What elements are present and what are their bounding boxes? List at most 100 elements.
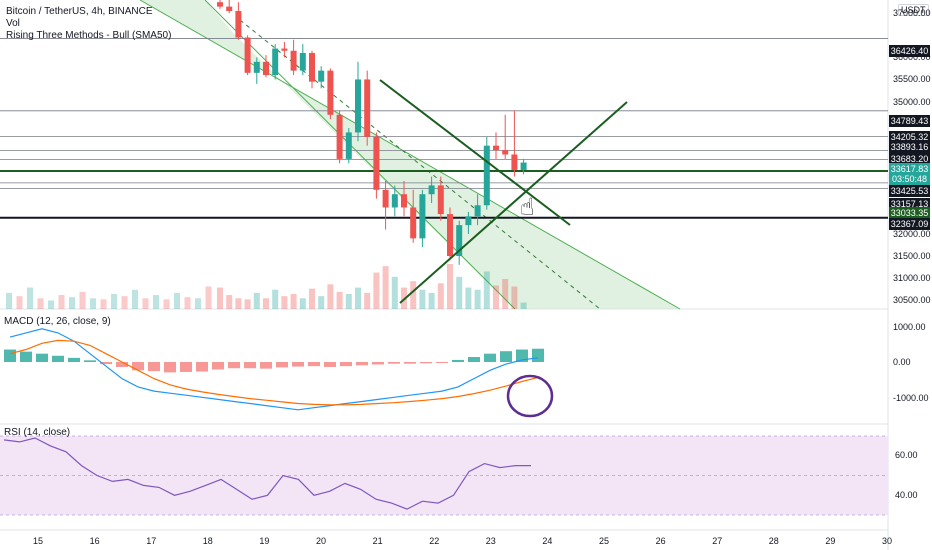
macd-axis-tick: 0.00 (893, 357, 911, 367)
candle-body (318, 70, 325, 82)
time-axis-label: 26 (655, 536, 666, 546)
volume-bar (69, 297, 75, 309)
macd-histogram-bar (500, 351, 512, 362)
macd-histogram-bar (532, 348, 544, 362)
time-axis-label: 27 (712, 536, 723, 546)
candle-body (327, 70, 334, 115)
volume-bar (174, 292, 180, 309)
candle-body (419, 194, 426, 239)
macd-histogram-bar (52, 355, 64, 362)
macd-histogram-bar (276, 362, 288, 368)
rsi-axis-tick: 60.00 (895, 450, 918, 460)
volume-bar (318, 296, 325, 309)
volume-bar (48, 300, 54, 309)
rsi-pane (0, 435, 888, 516)
currency-badge[interactable]: USDT (898, 4, 929, 16)
volume-bar (195, 298, 201, 309)
price-axis-tick: 37000.00 (893, 8, 931, 19)
candle-body (465, 216, 472, 226)
volume-bar (235, 298, 242, 309)
candle-body (382, 189, 389, 208)
volume-bar (373, 272, 380, 309)
time-axis-label: 22 (429, 536, 440, 546)
candle-body (235, 11, 242, 38)
chart-title: Bitcoin / TetherUS, 4h, BINANCE (6, 6, 153, 17)
macd-histogram-bar (148, 362, 160, 372)
price-axis-tick: 35500.00 (893, 74, 931, 85)
volume-bar (6, 292, 12, 309)
macd-histogram-bar (260, 362, 272, 369)
volume-bar (263, 298, 269, 309)
volume-bar (419, 289, 426, 309)
price-axis-tick: 32000.00 (893, 228, 931, 239)
price-tag: 33893.16 (889, 141, 930, 153)
macd-histogram-bar (420, 362, 432, 364)
macd-histogram-bar (36, 353, 48, 362)
volume-bars (6, 264, 527, 309)
macd-histogram-bar (356, 362, 368, 366)
annotation-circle (506, 374, 554, 418)
macd-histogram-bar (468, 357, 480, 362)
channel-mid-dashed (239, 19, 601, 310)
macd-label[interactable]: MACD (12, 26, close, 9) (4, 316, 111, 327)
volume-bar (226, 295, 233, 309)
volume-bar (447, 264, 453, 309)
macd-histogram-bar (100, 362, 112, 365)
candle-body (447, 214, 453, 257)
time-axis-label: 20 (316, 536, 327, 546)
volume-bar (272, 289, 279, 309)
candle-body (456, 225, 463, 257)
candlesticks (217, 0, 527, 265)
volume-bar (483, 271, 490, 309)
candle-body (244, 37, 251, 73)
price-axis-tick: 36000.00 (893, 52, 931, 63)
candle-body (428, 185, 435, 195)
volume-bar (364, 292, 371, 309)
macd-histogram-bar (212, 362, 224, 370)
candle-body (226, 6, 233, 12)
macd-histogram-bar (132, 362, 144, 371)
macd-axis-tick: -1000.00 (893, 393, 929, 403)
price-axis-tick: 31000.00 (893, 273, 931, 284)
macd-histogram-bar (340, 362, 352, 367)
price-tag: 34205.32 (889, 131, 930, 143)
volume-bar (502, 279, 509, 309)
macd-histogram-bar (324, 362, 336, 367)
candle-body (355, 79, 361, 133)
macd-pane (4, 328, 554, 418)
indicator-label[interactable]: Rising Three Methods - Bull (SMA50) (6, 30, 172, 41)
volume-bar (327, 284, 334, 309)
candle-body (410, 207, 417, 239)
macd-signal-line (9, 339, 539, 406)
volume-bar (336, 291, 343, 309)
volume-bar (456, 276, 463, 309)
volume-bar (382, 266, 389, 309)
rsi-line (3, 437, 531, 510)
price-tag: 36426.40 (889, 45, 930, 57)
time-axis-label: 28 (768, 536, 779, 546)
macd-histogram-bar (436, 362, 448, 363)
volume-bar (493, 285, 499, 309)
volume-bar (299, 298, 306, 309)
descending-channel (139, 0, 681, 310)
time-axis-label: 23 (485, 536, 496, 546)
candle-body (299, 52, 306, 71)
price-axis-tick: 30500.00 (893, 295, 931, 306)
time-axis-label: 21 (372, 536, 383, 546)
volume-bar (142, 298, 149, 309)
candle-body (437, 185, 444, 215)
macd-histogram-bar (196, 362, 208, 372)
macd-axis-tick: 1000.00 (893, 322, 926, 332)
time-axis-label: 24 (542, 536, 553, 546)
price-tag: 33033.35 (889, 207, 930, 219)
volume-bar (153, 295, 159, 309)
time-axis-label: 15 (33, 536, 44, 546)
price-axis-tick: 35000.00 (893, 96, 931, 107)
candle-body (217, 2, 223, 7)
candle-body (483, 145, 490, 206)
candle-body (309, 52, 315, 82)
candle-body (272, 48, 279, 76)
candle-body (281, 48, 288, 51)
rsi-label[interactable]: RSI (14, close) (4, 427, 71, 438)
